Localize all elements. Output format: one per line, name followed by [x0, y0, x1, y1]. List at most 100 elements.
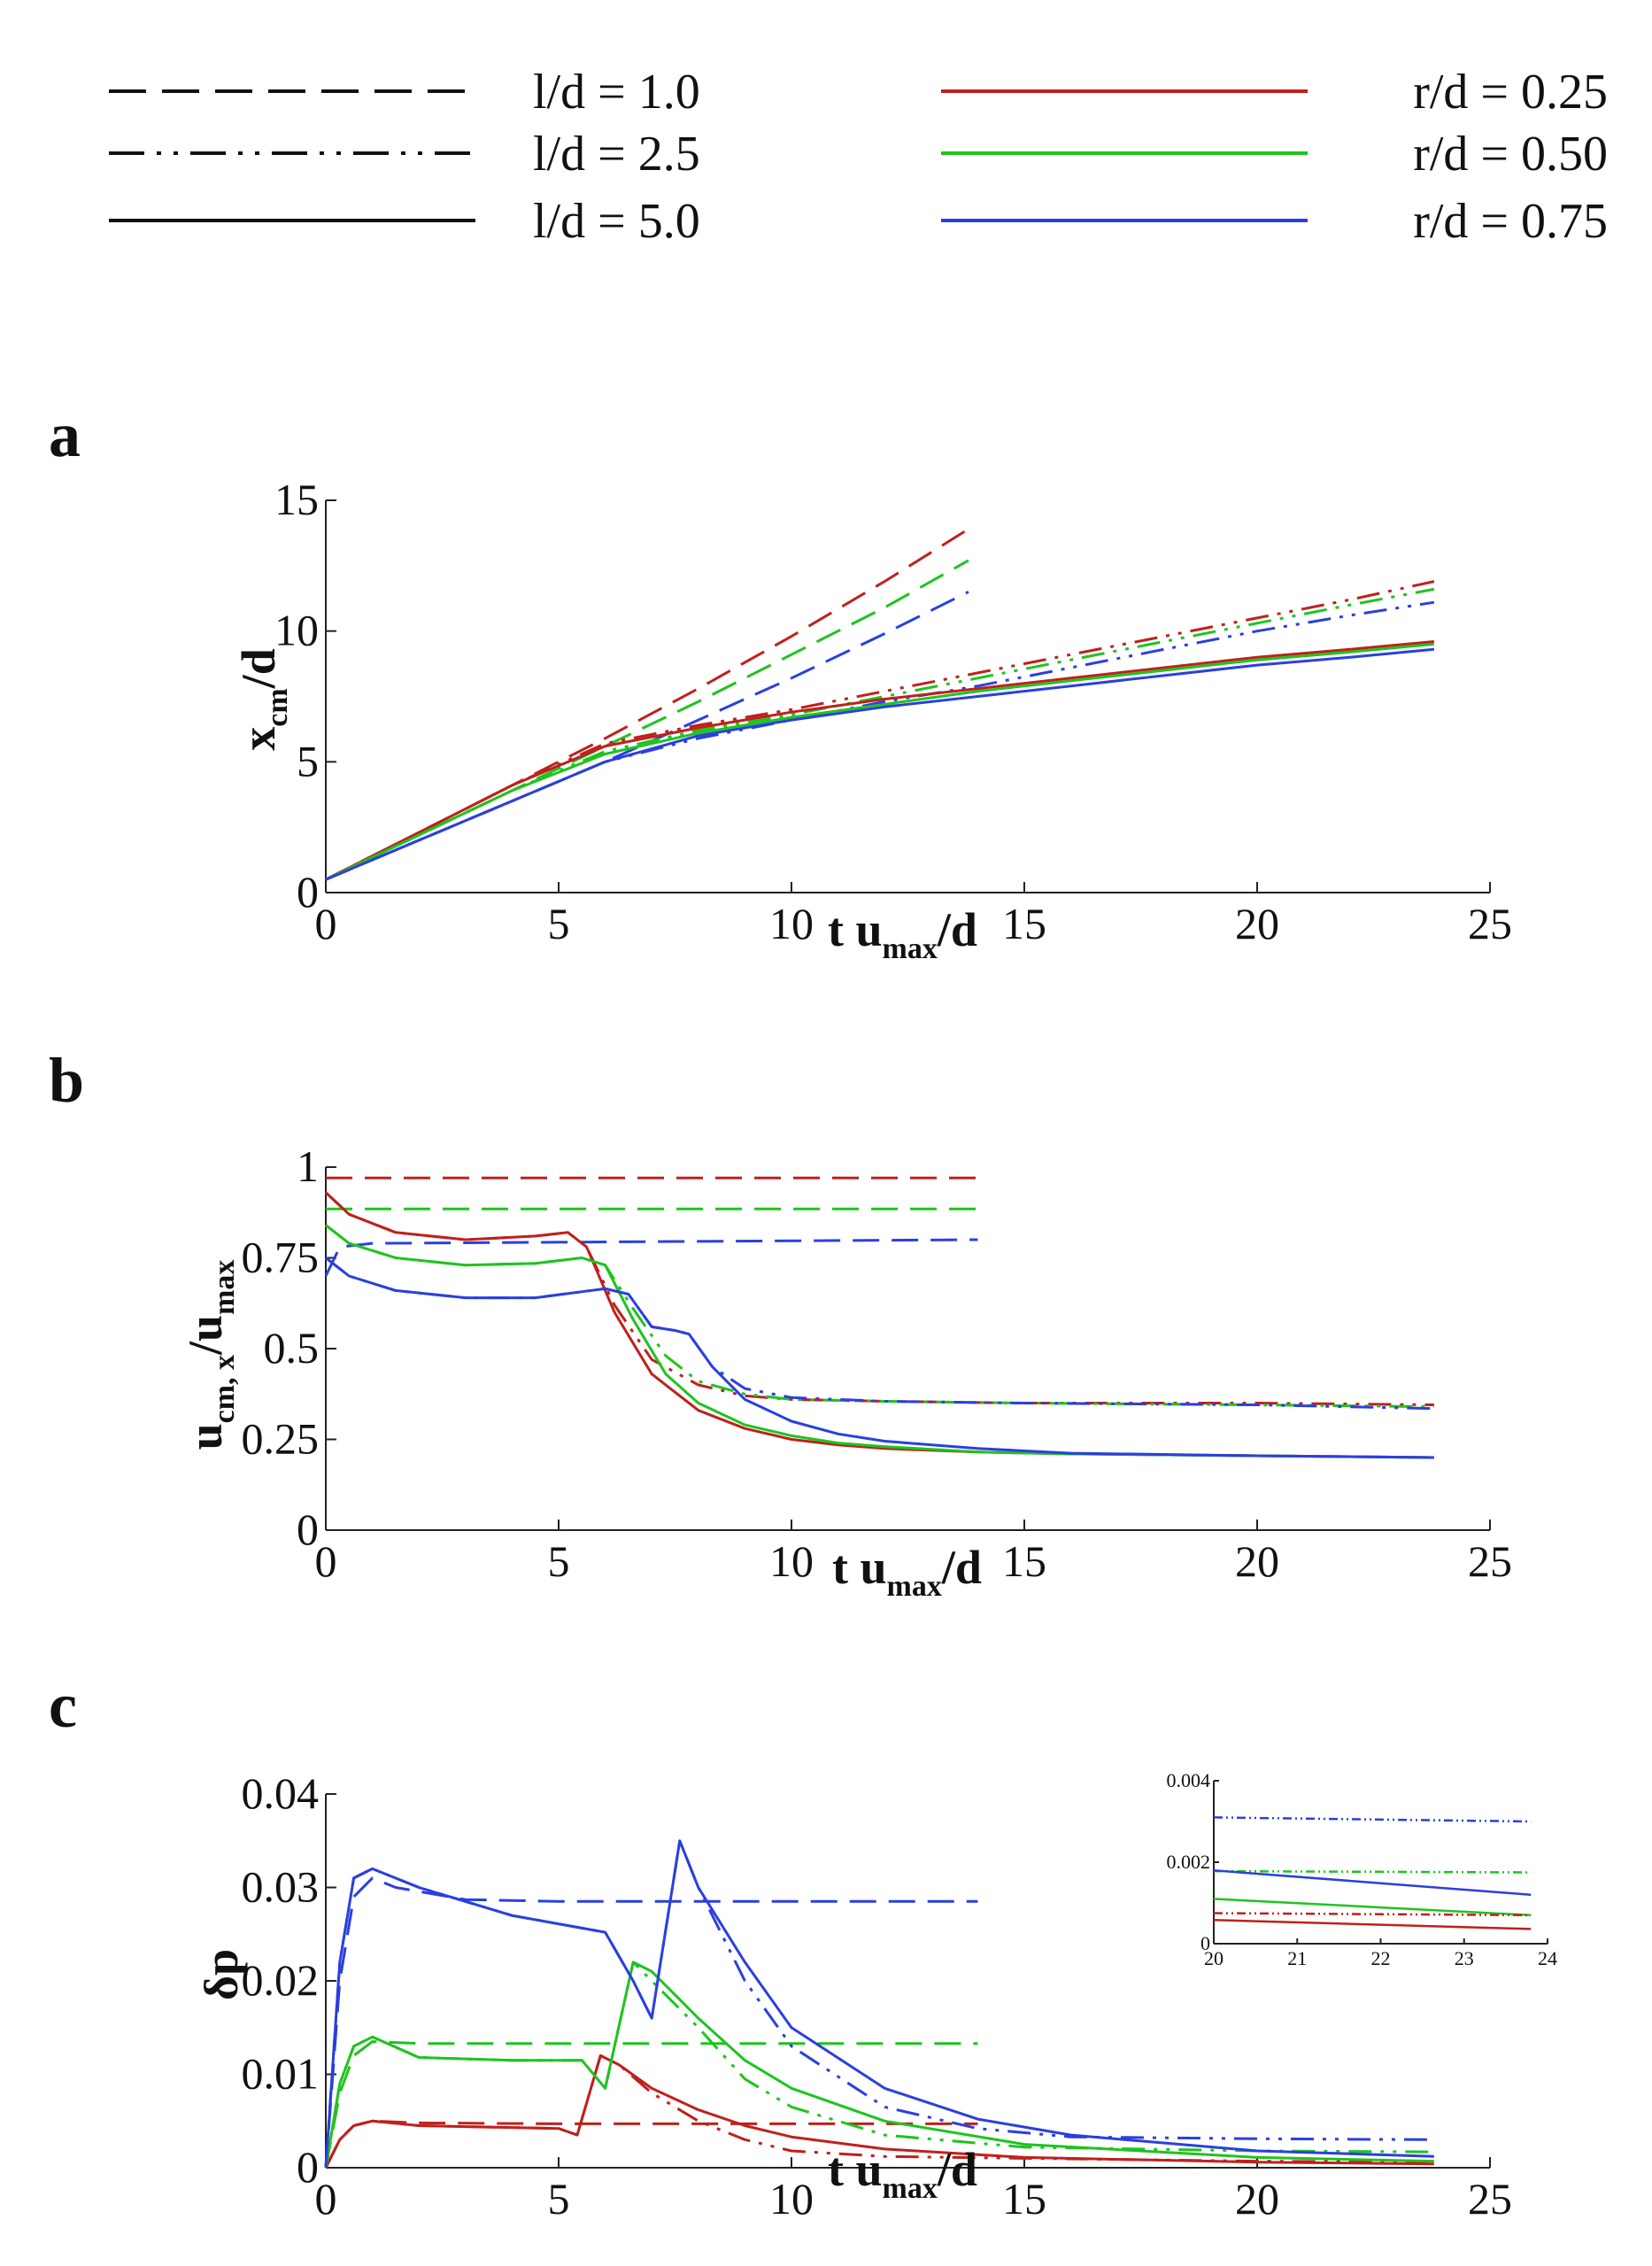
series-line: l/d=2.5, r/d=0.75	[325, 600, 1435, 881]
y-tick-label: 0	[297, 1504, 319, 1554]
x-tick-label: 20	[1235, 2174, 1279, 2223]
x-tick-label: 5	[548, 899, 570, 948]
ylabel-main: x	[232, 727, 285, 751]
y-tick-label: 0	[1200, 1932, 1210, 1954]
svg-text:t umax/d: t umax/d	[832, 1541, 982, 1603]
series-line: l/d=5.0, r/d=0.75	[325, 1257, 1434, 1459]
x-tick-label: 22	[1371, 1947, 1391, 1969]
series-line: l/d=5.0, r/d=0.75	[325, 647, 1435, 881]
svg-text:t umax/d: t umax/d	[828, 2143, 977, 2205]
panel-a-plot: 0 5 10 15 20 25051015l/d=1.0, r/d=0.25l/d=1.0…	[274, 475, 1512, 948]
series-line: l/d=1.0, r/d=0.75	[324, 1876, 978, 2169]
ylabel-main: δp	[195, 1949, 248, 2000]
series-line: l/d=5.0, r/d=0.75	[1213, 1868, 1532, 1897]
series-line: l/d=2.5, r/d=0.50	[324, 1961, 1434, 2169]
xlabel-tail: /d	[941, 1541, 982, 1594]
y-tick-label: 0.004	[1167, 1769, 1211, 1791]
series-line: l/d=5.0, r/d=0.50	[325, 1224, 1434, 1459]
panel-c-ylabel: δp	[195, 1949, 248, 2000]
y-tick-label: 10	[274, 606, 319, 655]
x-tick-label: 20	[1235, 1536, 1279, 1586]
panel-letter-a: a	[49, 399, 81, 470]
x-tick-label: 10	[769, 899, 814, 948]
panel-c-xlabel: t umax/d	[828, 2143, 977, 2205]
legend-style-label: l/d = 1.0	[533, 65, 700, 120]
x-tick-label: 10	[769, 2174, 814, 2223]
y-tick-label: 0.02	[242, 1955, 320, 2005]
y-tick-label: 0.01	[242, 2049, 320, 2099]
series-line: l/d=5.0, r/d=0.50	[325, 642, 1435, 881]
series-line: l/d=1.0, r/d=0.75	[324, 1238, 978, 1277]
ylabel-main: u	[179, 1423, 232, 1450]
series-line: l/d=2.5, r/d=0.75	[1213, 1816, 1532, 1823]
panel-letter-b: b	[49, 1045, 84, 1116]
svg-text:ucm, x/umax: ucm, x/umax	[179, 1260, 241, 1450]
xlabel-sub: max	[883, 2172, 938, 2205]
x-tick-label: 20	[1235, 899, 1279, 948]
y-tick-label: 0.5	[264, 1323, 320, 1373]
svg-text:t umax/d: t umax/d	[828, 903, 977, 965]
y-tick-label: 5	[297, 736, 319, 785]
ylabel-tail: /u	[179, 1315, 232, 1356]
panel-b-xlabel: t umax/d	[832, 1541, 982, 1603]
panel-c-plot: 0 5 10 15 20 25 0 0.01 0.02 0.03 0.04 l/d=1.0, r/d=…	[242, 1768, 1513, 2223]
legend-color-label: r/d = 0.50	[1413, 127, 1608, 182]
series-line: l/d=2.5, r/d=0.50	[1213, 1869, 1532, 1874]
x-tick-label: 10	[769, 1536, 814, 1586]
x-tick-label: 0	[315, 1536, 337, 1586]
y-tick-label: 0.75	[242, 1233, 320, 1282]
legend-color-label: r/d = 0.25	[1413, 65, 1608, 120]
x-tick-label: 25	[1468, 2174, 1512, 2223]
series-line: l/d=5.0, r/d=0.25	[324, 2053, 1434, 2169]
series-line: l/d=2.5, r/d=0.25	[1213, 1912, 1532, 1917]
y-tick-label: 0.03	[242, 1862, 320, 1912]
panel-c-inset-plot: 20 21 22 23 24 0 0.002 0.004 l/d=2.5, r/d=0.75 l/…	[1167, 1769, 1558, 1969]
y-tick-label: 0.002	[1167, 1851, 1211, 1873]
svg-text:xcm/d: xcm/d	[232, 648, 294, 750]
x-tick-label: 21	[1287, 1947, 1307, 1969]
series-line: l/d=5.0, r/d=0.25	[325, 640, 1435, 881]
x-tick-label: 25	[1468, 899, 1512, 948]
y-tick-label: 0	[297, 2142, 319, 2192]
y-tick-label: 1	[297, 1141, 319, 1191]
x-tick-label: 25	[1468, 1536, 1512, 1586]
panel-a-ylabel: xcm/d	[232, 648, 294, 750]
x-tick-label: 15	[1002, 899, 1046, 948]
xlabel-tail: /d	[937, 903, 977, 956]
series-line: l/d=5.0, r/d=0.25	[324, 1191, 1434, 1459]
legend-color-label: r/d = 0.75	[1413, 194, 1608, 249]
y-tick-label: 0.04	[242, 1768, 320, 1818]
series-line: l/d=5.0, r/d=0.50	[324, 1961, 1434, 2169]
legend: l/d = 1.0 l/d = 2.5 l/d = 5.0 r/d = 0.25…	[109, 65, 1608, 249]
xlabel-sub: max	[887, 1570, 942, 1603]
legend-style-label: l/d = 2.5	[533, 127, 700, 182]
series-line: l/d=2.5, r/d=0.50	[325, 1224, 1434, 1409]
xlabel-main: t u	[828, 2143, 883, 2196]
y-tick-label: 0.25	[242, 1414, 320, 1464]
ylabel-sub: cm	[261, 688, 294, 726]
series-line: l/d=1.0, r/d=0.25	[324, 2119, 978, 2169]
xlabel-sub: max	[883, 932, 938, 965]
x-tick-label: 15	[1002, 2174, 1046, 2223]
x-tick-label: 24	[1538, 1947, 1557, 1969]
series-line: l/d=1.0, r/d=0.50	[324, 2040, 978, 2169]
legend-style-label: l/d = 5.0	[533, 194, 700, 249]
series-line: l/d=5.0, r/d=0.50	[1213, 1898, 1532, 1917]
xlabel-tail: /d	[937, 2143, 977, 2196]
series-line: l/d=2.5, r/d=0.75	[325, 1257, 1434, 1411]
x-tick-label: 5	[548, 1536, 570, 1586]
panel-a-xlabel: t umax/d	[828, 903, 977, 965]
series-line: l/d=2.5, r/d=0.50	[325, 587, 1435, 881]
y-tick-label: 15	[274, 475, 319, 524]
xlabel-main: t u	[828, 903, 883, 956]
panel-letter-c: c	[49, 1670, 77, 1741]
xlabel-main: t u	[832, 1541, 887, 1594]
x-tick-label: 20	[1204, 1947, 1224, 1969]
x-tick-label: 5	[548, 2174, 570, 2223]
series-line: l/d=2.5, r/d=0.25	[325, 580, 1435, 881]
ylabel-sub: cm, x	[208, 1355, 241, 1423]
x-tick-label: 23	[1455, 1947, 1474, 1969]
y-tick-label: 0	[297, 867, 319, 916]
